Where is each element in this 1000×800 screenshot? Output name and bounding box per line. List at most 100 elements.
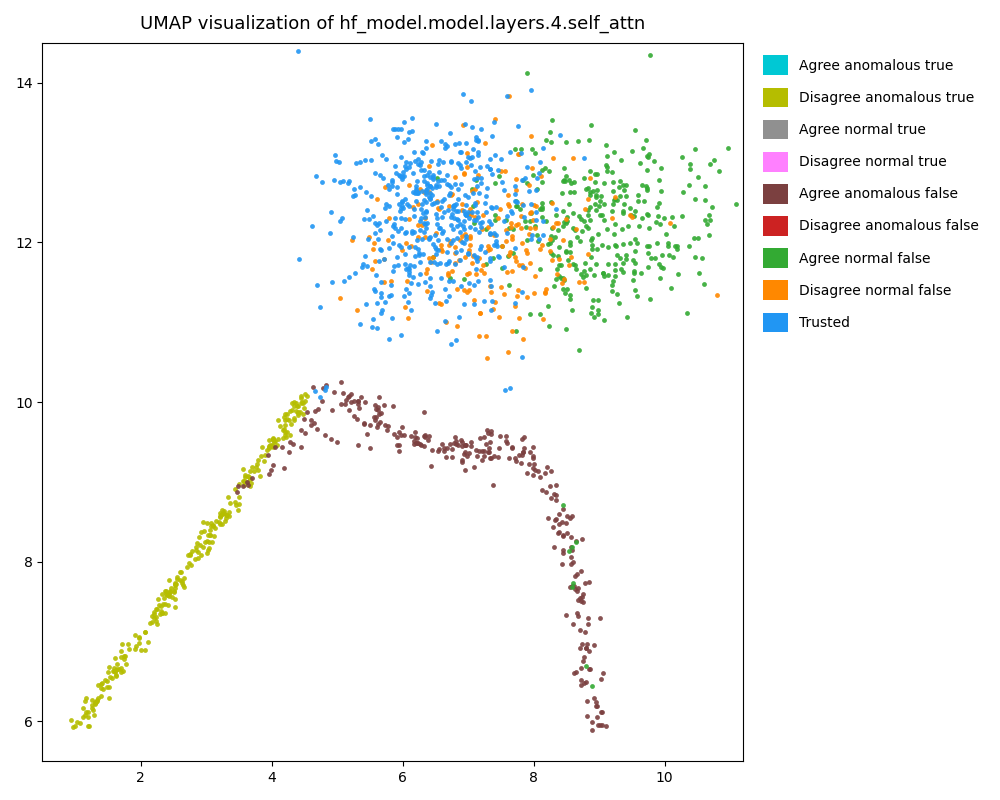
Point (414, 146, 430, 158)
Point (475, 209, 491, 222)
Point (381, 211, 397, 224)
Point (241, 471, 257, 484)
Point (99, 675, 115, 688)
Point (385, 122, 401, 135)
Point (615, 238, 631, 250)
Point (336, 274, 352, 287)
Point (508, 183, 524, 196)
Point (482, 242, 498, 255)
Point (513, 146, 529, 159)
Point (423, 255, 439, 268)
Point (626, 266, 642, 279)
Point (453, 162, 469, 174)
Point (599, 222, 615, 235)
Point (508, 218, 524, 231)
Point (203, 517, 219, 530)
Point (634, 178, 650, 191)
Point (631, 220, 647, 233)
Point (381, 290, 397, 302)
Point (242, 464, 258, 477)
Point (366, 411, 382, 424)
Point (571, 209, 587, 222)
Point (565, 151, 581, 164)
Point (282, 405, 298, 418)
Point (555, 546, 571, 559)
Point (513, 142, 529, 155)
Point (558, 322, 574, 335)
Point (555, 272, 571, 285)
Point (182, 548, 198, 561)
Point (643, 252, 659, 265)
Point (419, 217, 435, 230)
Point (593, 189, 609, 202)
Point (482, 451, 498, 464)
Point (604, 166, 620, 178)
Point (629, 236, 645, 249)
Point (332, 175, 348, 188)
Point (418, 195, 434, 208)
Point (470, 146, 486, 158)
Point (555, 234, 571, 246)
Point (640, 246, 656, 259)
Point (450, 193, 466, 206)
Point (107, 652, 123, 665)
Point (360, 233, 376, 246)
Point (485, 302, 501, 315)
Point (137, 626, 153, 638)
Point (93, 690, 109, 702)
Point (214, 508, 230, 521)
Point (309, 423, 325, 436)
Point (550, 216, 566, 229)
Point (494, 240, 510, 253)
Point (78, 692, 94, 705)
Point (517, 262, 533, 274)
Point (537, 466, 553, 479)
Point (389, 187, 405, 200)
Point (563, 530, 579, 543)
Point (589, 184, 605, 197)
Point (501, 278, 517, 291)
Point (93, 682, 109, 695)
Point (486, 239, 502, 252)
Point (422, 180, 438, 193)
Point (482, 163, 498, 176)
Point (418, 183, 434, 196)
Point (176, 571, 192, 584)
Point (190, 546, 206, 559)
Point (581, 576, 597, 589)
Point (647, 252, 663, 265)
Point (454, 456, 470, 469)
Point (615, 206, 631, 219)
Point (575, 587, 591, 600)
Point (638, 134, 654, 146)
Point (443, 189, 459, 202)
Point (553, 258, 569, 271)
Point (367, 254, 383, 267)
Point (457, 446, 473, 458)
Point (157, 585, 173, 598)
Point (585, 185, 601, 198)
Point (464, 185, 480, 198)
Point (561, 544, 577, 557)
Point (448, 435, 464, 448)
Point (544, 114, 560, 126)
Point (418, 266, 434, 279)
Point (176, 581, 192, 594)
Point (434, 195, 450, 208)
Point (279, 407, 295, 420)
Point (567, 224, 583, 237)
Point (531, 233, 547, 246)
Point (537, 162, 553, 174)
Point (205, 518, 221, 531)
Point (349, 303, 365, 316)
Point (548, 208, 564, 221)
Point (345, 231, 361, 244)
Point (454, 230, 470, 242)
Point (632, 157, 648, 170)
Point (401, 269, 417, 282)
Point (386, 260, 402, 273)
Point (538, 486, 554, 498)
Point (470, 169, 486, 182)
Point (578, 220, 594, 233)
Point (438, 315, 454, 328)
